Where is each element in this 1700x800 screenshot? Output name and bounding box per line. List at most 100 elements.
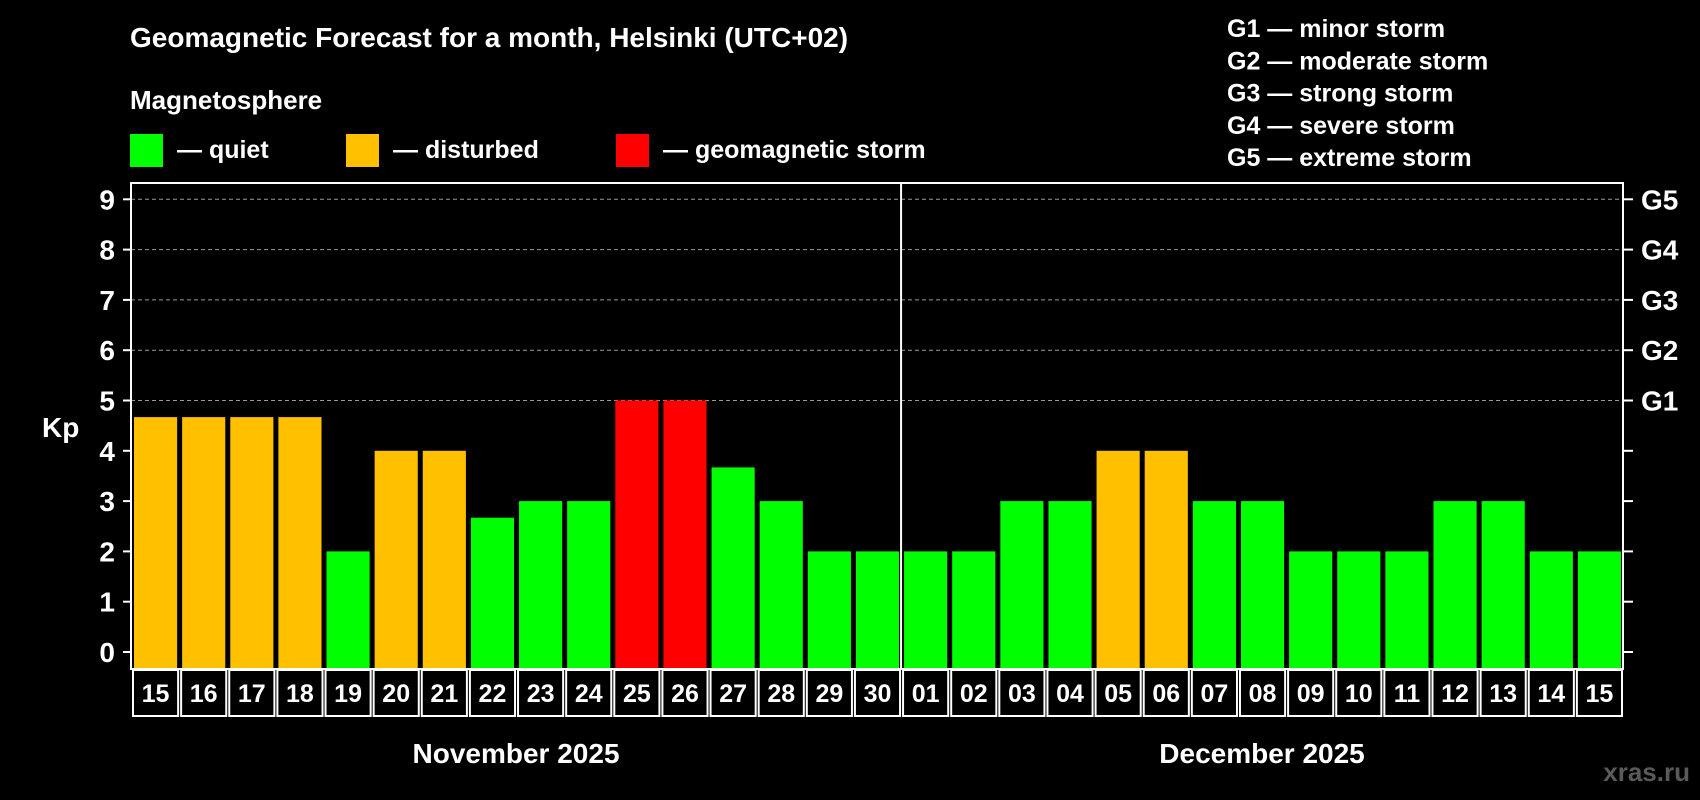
storm-level-label-G2: G2 — [1641, 335, 1678, 366]
day-label-24: 09 — [1297, 680, 1325, 708]
day-cell-21 — [1142, 669, 1190, 717]
day-label-14: 29 — [815, 680, 843, 708]
day-label-27: 12 — [1441, 680, 1469, 708]
day-label-12: 27 — [719, 680, 747, 708]
bar-13 — [759, 501, 803, 669]
day-cell-14 — [805, 669, 853, 717]
day-cell-4 — [324, 669, 372, 717]
legend-label-0: — quiet — [177, 136, 269, 164]
day-cell-7 — [468, 669, 517, 717]
legend: — quiet — disturbed — geomagnetic storm — [130, 134, 926, 167]
day-label-30: 15 — [1586, 680, 1614, 708]
bar-8 — [519, 501, 563, 669]
bar-24 — [1289, 551, 1333, 669]
month-label-1: December 2025 — [1159, 738, 1364, 769]
y-tick-label-5: 5 — [99, 386, 115, 417]
bar-3 — [278, 417, 322, 669]
day-cell-3 — [276, 669, 324, 717]
bar-15 — [855, 551, 900, 669]
bar-25 — [1337, 551, 1381, 669]
bar-23 — [1240, 501, 1285, 669]
y-tick-label-2: 2 — [99, 536, 115, 567]
chart-title: Geomagnetic Forecast for a month, Helsin… — [130, 22, 848, 53]
bar-29 — [1529, 551, 1573, 669]
storm-key-item-2: G3 — strong storm — [1227, 80, 1453, 108]
storm-key-item-0: G1 — minor storm — [1227, 15, 1445, 43]
day-label-1: 16 — [190, 680, 218, 708]
y-tick-label-6: 6 — [99, 335, 115, 366]
day-cell-25 — [1335, 669, 1383, 717]
storm-key: G1 — minor storm G2 — moderate storm G3 — … — [1227, 15, 1488, 172]
storm-level-axis: G1 G2 G3 G4 G5 — [1623, 184, 1679, 653]
y-tick-label-8: 8 — [99, 235, 115, 266]
day-cell-30 — [1575, 669, 1624, 717]
bar-10 — [615, 400, 659, 669]
day-cell-0 — [132, 669, 180, 717]
day-label-5: 20 — [382, 680, 410, 708]
day-cell-24 — [1287, 669, 1335, 717]
storm-level-label-G4: G4 — [1641, 235, 1679, 266]
day-cell-23 — [1238, 669, 1287, 717]
day-label-4: 19 — [334, 680, 362, 708]
day-label-20: 05 — [1104, 680, 1132, 708]
bar-12 — [711, 467, 755, 669]
day-label-28: 13 — [1489, 680, 1517, 708]
day-label-23: 08 — [1249, 680, 1277, 708]
bar-28 — [1481, 501, 1525, 669]
watermark: xras.ru — [1603, 757, 1690, 787]
day-cell-1 — [180, 669, 228, 717]
day-label-0: 15 — [142, 680, 170, 708]
day-label-13: 28 — [767, 680, 795, 708]
day-cell-12 — [709, 669, 757, 717]
day-cell-6 — [420, 669, 468, 717]
bar-27 — [1433, 501, 1477, 669]
day-label-18: 03 — [1008, 680, 1036, 708]
bar-18 — [1000, 501, 1044, 669]
day-label-9: 24 — [575, 680, 603, 708]
day-label-17: 02 — [960, 680, 988, 708]
bar-5 — [374, 450, 418, 669]
legend-swatch-2 — [616, 134, 649, 167]
month-label-0: November 2025 — [413, 738, 620, 769]
bar-6 — [422, 450, 466, 669]
day-label-3: 18 — [286, 680, 314, 708]
legend-label-1: — disturbed — [393, 136, 539, 164]
day-cell-9 — [565, 669, 613, 717]
storm-key-item-4: G5 — extreme storm — [1227, 144, 1472, 172]
y-axis-label: Kp — [42, 412, 79, 443]
bar-0 — [134, 417, 178, 669]
day-label-21: 06 — [1152, 680, 1180, 708]
day-label-25: 10 — [1345, 680, 1373, 708]
x-axis: 15 16 17 18 19 20 21 22 23 24 25 26 27 28 29 30 01 02 03 04… — [132, 669, 1624, 769]
storm-level-label-G3: G3 — [1641, 285, 1678, 316]
day-cell-29 — [1527, 669, 1575, 717]
legend-title: Magnetosphere — [130, 85, 322, 115]
bar-22 — [1192, 501, 1236, 669]
day-label-15: 30 — [864, 680, 892, 708]
legend-swatch-1 — [346, 134, 379, 167]
y-tick-label-0: 0 — [99, 637, 115, 668]
bar-26 — [1385, 551, 1429, 669]
day-cell-17 — [950, 669, 998, 717]
day-label-10: 25 — [623, 680, 651, 708]
bar-2 — [230, 417, 274, 669]
day-label-7: 22 — [479, 680, 507, 708]
day-label-16: 01 — [912, 680, 940, 708]
day-cell-13 — [757, 669, 805, 717]
y-tick-label-1: 1 — [99, 587, 115, 618]
day-cell-20 — [1094, 669, 1142, 717]
storm-key-item-1: G2 — moderate storm — [1227, 47, 1488, 75]
day-cell-16 — [902, 669, 950, 717]
day-cell-8 — [517, 669, 565, 717]
storm-level-label-G5: G5 — [1641, 184, 1678, 215]
y-tick-label-4: 4 — [99, 436, 115, 467]
bars — [134, 400, 1621, 669]
day-cell-26 — [1383, 669, 1431, 717]
day-cell-15 — [853, 669, 902, 717]
bar-14 — [807, 551, 851, 669]
y-tick-label-9: 9 — [99, 184, 115, 215]
day-label-2: 17 — [238, 680, 266, 708]
bar-30 — [1577, 551, 1621, 669]
grid-lines — [131, 198, 1623, 401]
